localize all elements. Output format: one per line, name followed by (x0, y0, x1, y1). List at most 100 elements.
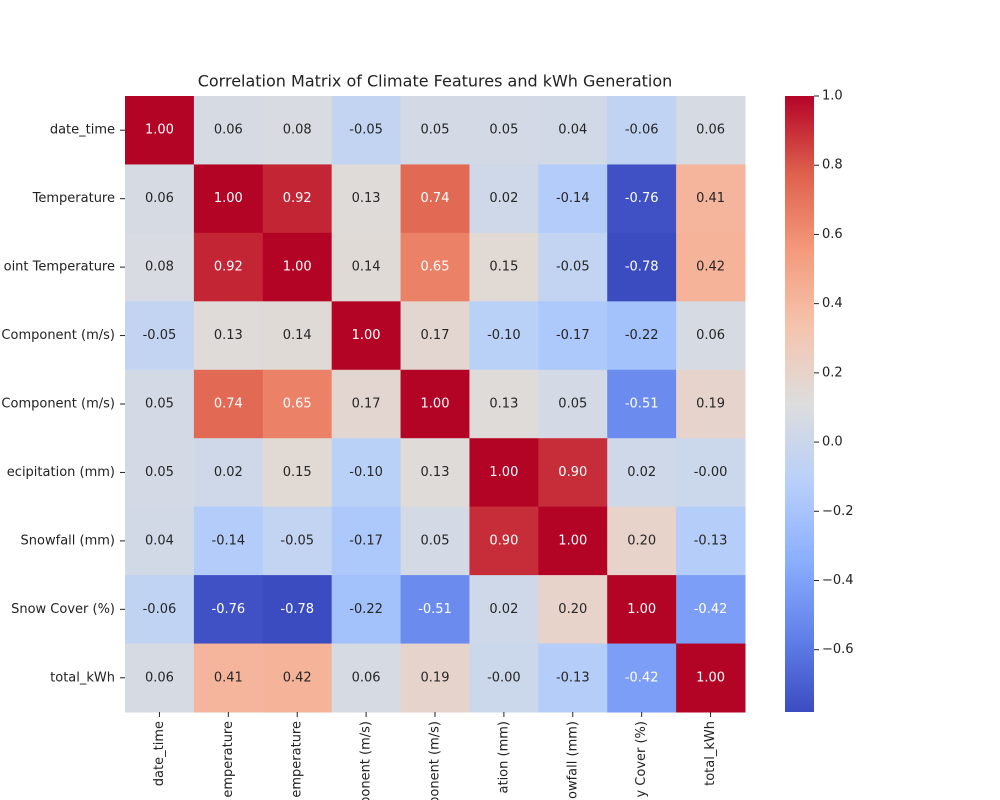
heatmap-cell (262, 575, 333, 645)
heatmap-cell (607, 438, 677, 508)
heatmap-cell (538, 164, 608, 234)
heatmap-cell (125, 575, 195, 645)
heatmap-cell (607, 575, 677, 645)
cell-label: -0.06 (143, 602, 177, 617)
cell-label: 0.02 (489, 191, 518, 206)
cell-label: 0.90 (558, 465, 587, 480)
cell-label: 0.41 (214, 670, 243, 685)
colorbar-tick-label: 1.0 (822, 89, 843, 104)
heatmap-cell (262, 643, 333, 713)
heatmap-cell (676, 301, 746, 371)
colorbar-tick-label: 0.2 (822, 365, 843, 380)
cell-label: 0.13 (489, 397, 518, 412)
cell-label: 0.13 (421, 465, 450, 480)
cell-label: 0.42 (696, 260, 725, 275)
x-tick-label: owfall (mm) (565, 721, 580, 799)
heatmap-cell (676, 164, 746, 234)
heatmap-cell (469, 643, 539, 713)
cell-label: 0.02 (489, 602, 518, 617)
colorbar-tick-label: 0.4 (822, 296, 843, 311)
cell-label: -0.05 (349, 123, 383, 138)
heatmap-cell (125, 506, 195, 576)
cell-label: 1.00 (558, 533, 587, 548)
heatmap-cell (193, 575, 264, 645)
cell-label: 0.17 (352, 397, 381, 412)
cell-label: 0.41 (696, 191, 725, 206)
cell-label: 0.74 (421, 191, 450, 206)
heatmap-cell (607, 369, 677, 439)
heatmap-cell (538, 301, 608, 371)
cell-label: -0.10 (487, 328, 521, 343)
cell-label: -0.76 (625, 191, 659, 206)
heatmap-cell (676, 506, 746, 576)
heatmap-cell (400, 301, 470, 371)
heatmap-cell (331, 164, 402, 234)
y-tick-label: date_time (50, 123, 115, 138)
cell-label: 1.00 (145, 123, 174, 138)
heatmap-cell (193, 643, 264, 713)
cell-label: 0.08 (283, 123, 312, 138)
heatmap-cell (400, 643, 470, 713)
cell-label: 1.00 (352, 328, 381, 343)
cell-label: 0.15 (283, 465, 312, 480)
heatmap-cell (676, 96, 746, 165)
cell-label: -0.05 (556, 260, 590, 275)
cell-label: 0.90 (489, 533, 518, 548)
cell-label: -0.10 (349, 465, 383, 480)
heatmap-cell (607, 164, 677, 234)
colorbar-tick-label: −0.2 (822, 504, 854, 519)
cell-label: 0.74 (214, 397, 243, 412)
cell-label: -0.78 (280, 602, 314, 617)
heatmap-cell (125, 164, 195, 234)
cell-label: 0.04 (145, 533, 174, 548)
heatmap-cell (193, 301, 264, 371)
heatmap-cell (607, 232, 677, 302)
heatmap-cell (193, 164, 264, 234)
cell-label: 0.04 (558, 123, 587, 138)
cell-label: -0.17 (349, 533, 383, 548)
cell-label: 0.15 (489, 260, 518, 275)
cell-label: 0.06 (214, 123, 243, 138)
cell-label: -0.42 (694, 602, 728, 617)
x-tick-label: y Cover (%) (634, 721, 649, 798)
heatmap-cell (607, 301, 677, 371)
heatmap-cell (400, 232, 470, 302)
cell-label: 0.05 (145, 465, 174, 480)
cell-label: -0.06 (625, 123, 659, 138)
heatmap-cell (331, 506, 402, 576)
heatmap-cell (262, 438, 333, 508)
heatmap-cell (607, 96, 677, 165)
y-tick-label: Component (m/s) (1, 397, 115, 412)
heatmap-cell (125, 369, 195, 439)
cell-label: 0.05 (421, 123, 450, 138)
cell-label: -0.14 (556, 191, 590, 206)
colorbar-tick-label: 0.0 (822, 435, 843, 450)
y-tick-label: total_kWh (50, 670, 115, 685)
cell-label: 0.17 (421, 328, 450, 343)
cell-label: -0.00 (487, 670, 521, 685)
cell-label: -0.42 (625, 670, 659, 685)
cell-label: 1.00 (214, 191, 243, 206)
colorbar-tick-label: 0.8 (822, 158, 843, 173)
cell-label: -0.14 (212, 533, 246, 548)
cell-label: 0.06 (145, 670, 174, 685)
heatmap-cell (193, 438, 264, 508)
cell-label: 0.92 (214, 260, 243, 275)
cell-label: -0.13 (694, 533, 728, 548)
heatmap-cell (538, 438, 608, 508)
heatmap-cell (125, 96, 195, 165)
heatmap-cell (193, 506, 264, 576)
cell-label: -0.17 (556, 328, 590, 343)
cell-label: 0.06 (696, 328, 725, 343)
heatmap-cell (469, 301, 539, 371)
cell-label: 0.13 (214, 328, 243, 343)
heatmap-cell (262, 369, 333, 439)
colorbar (785, 96, 814, 712)
heatmap-cell (676, 643, 746, 713)
cell-label: 0.14 (283, 328, 312, 343)
heatmap-cell (469, 369, 539, 439)
heatmap-cell (538, 575, 608, 645)
x-tick-label: ponent (m/s) (359, 721, 374, 800)
heatmap-cell (469, 232, 539, 302)
